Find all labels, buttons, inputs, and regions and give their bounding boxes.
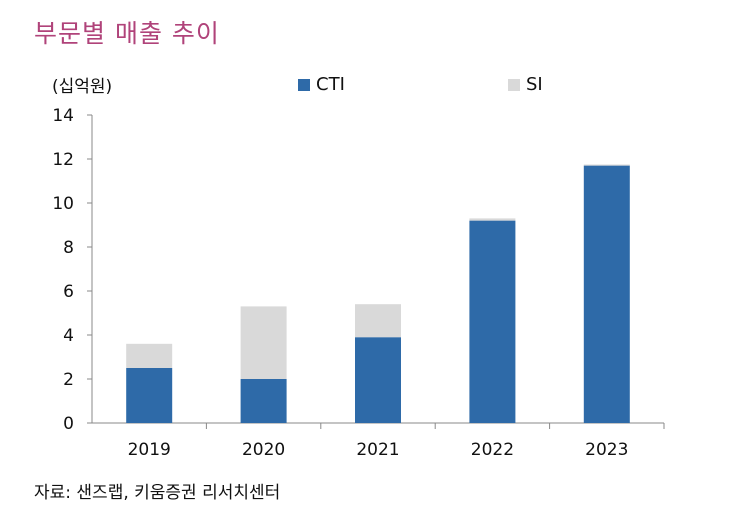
y-tick-label: 10 xyxy=(52,194,74,214)
y-tick-label: 0 xyxy=(63,414,74,434)
bar-si-2023 xyxy=(583,164,630,166)
legend-swatch-cti xyxy=(298,78,310,91)
y-axis-unit-label: (십억원) xyxy=(52,77,113,97)
y-tick-label: 8 xyxy=(63,238,74,258)
x-tick-label: 2019 xyxy=(128,440,171,460)
chart-title: 부문별 매출 추이 xyxy=(34,19,220,48)
x-tick-label: 2020 xyxy=(242,440,285,460)
legend-label-si: SI xyxy=(526,74,543,95)
bar-si-2022 xyxy=(469,218,516,221)
y-tick-label: 4 xyxy=(63,326,74,346)
y-tick-label: 6 xyxy=(63,282,74,302)
x-tick-label: 2021 xyxy=(356,440,399,460)
x-tick-label: 2023 xyxy=(585,440,628,460)
legend-swatch-si xyxy=(508,78,520,91)
y-tick-label: 14 xyxy=(52,106,74,126)
bar-cti-2023 xyxy=(583,165,630,423)
bar-cti-2022 xyxy=(469,220,516,423)
bar-cti-2019 xyxy=(126,368,173,423)
bar-si-2019 xyxy=(126,343,173,368)
bar-cti-2020 xyxy=(240,379,287,423)
legend-item-cti: CTI xyxy=(298,74,345,95)
bar-si-2021 xyxy=(355,304,401,338)
source-note: 자료: 샌즈랩, 키움증권 리서치센터 xyxy=(34,483,281,503)
x-tick-label: 2022 xyxy=(471,440,514,460)
bar-cti-2021 xyxy=(355,337,401,423)
legend-label-cti: CTI xyxy=(316,74,345,95)
bar-si-2020 xyxy=(240,306,287,379)
legend-item-si: SI xyxy=(508,74,543,95)
y-tick-label: 12 xyxy=(52,150,74,170)
y-tick-label: 2 xyxy=(63,370,74,390)
